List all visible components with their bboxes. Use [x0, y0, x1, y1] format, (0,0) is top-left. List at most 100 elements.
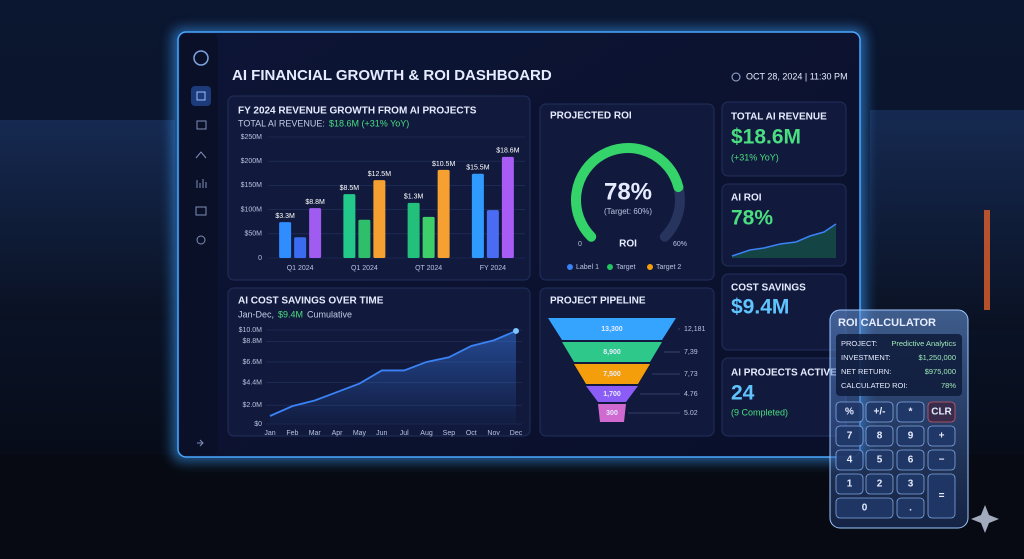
calc-key-label[interactable]: = [939, 491, 945, 502]
display-key: INVESTMENT: [841, 353, 891, 362]
datetime: OCT 28, 2024 | 11:30 PM [746, 71, 848, 81]
nav-reports[interactable] [195, 206, 207, 216]
value-annotation: $15.5M [466, 165, 490, 172]
calc-key-label[interactable]: + [939, 431, 945, 442]
y-tick-label: $0 [254, 421, 262, 428]
calc-key[interactable] [835, 401, 864, 423]
calc-key-label[interactable]: 8 [877, 431, 883, 442]
subtitle-value: $9.4M [278, 309, 303, 319]
logo [193, 50, 209, 66]
calc-key-label[interactable]: CLR [931, 407, 952, 418]
subtitle-value: $18.6M (+31% YoY) [329, 118, 409, 128]
calc-key[interactable] [865, 449, 894, 471]
bar [373, 180, 386, 258]
nav-charts[interactable] [196, 179, 207, 188]
calc-key-label[interactable]: 7 [847, 431, 853, 442]
panel-title: AI COST SAVINGS OVER TIME [238, 296, 384, 307]
calc-key-label[interactable]: * [909, 407, 913, 418]
calc-key-label[interactable]: 9 [908, 431, 914, 442]
calc-key-label[interactable]: 6 [908, 455, 914, 466]
x-tick-label: Apr [332, 430, 344, 437]
calc-key-label[interactable]: 0 [862, 503, 868, 514]
display-value: 78% [941, 381, 956, 390]
value-annotation: $8.8M [305, 199, 325, 206]
window-right [870, 110, 1024, 330]
stage-label: 8,900 [603, 349, 621, 356]
x-tick-label: Q1 2024 [351, 265, 378, 272]
stage-label: 13,300 [601, 326, 623, 333]
calc-key[interactable] [927, 401, 956, 423]
x-tick-label: Dec [510, 430, 523, 437]
gauge-max: 60% [673, 241, 687, 248]
bar [279, 222, 292, 258]
calc-key[interactable] [896, 473, 925, 495]
revenue-card [721, 101, 847, 177]
x-tick-label: Feb [286, 430, 298, 437]
calc-key-label[interactable]: 4 [847, 455, 853, 466]
y-tick-label: $2.0M [243, 402, 263, 409]
sidebar [180, 34, 218, 455]
funnel-stage [548, 318, 676, 340]
bar [486, 210, 499, 258]
gauge-target: (Target: 60%) [604, 207, 652, 216]
calc-key[interactable] [865, 425, 894, 447]
value-annotation: $1.3M [404, 194, 424, 201]
calc-key[interactable] [896, 497, 925, 519]
calc-key-label[interactable]: 5 [877, 455, 883, 466]
calc-key-label[interactable]: % [845, 407, 854, 418]
x-tick-label: Jan [264, 430, 275, 437]
calc-key[interactable] [896, 401, 925, 423]
calc-key[interactable] [865, 473, 894, 495]
nav-growth[interactable] [195, 151, 207, 159]
calc-key[interactable] [927, 473, 956, 519]
stage-label: 1,700 [603, 391, 621, 398]
roi-card [721, 183, 847, 267]
value-annotation: $10.5M [432, 161, 456, 168]
x-tick-label: FY 2024 [480, 265, 506, 272]
calc-key[interactable] [835, 425, 864, 447]
calc-key-label[interactable]: . [909, 503, 912, 514]
stage-side: 4.76 [684, 391, 698, 398]
subtitle-suffix: Cumulative [307, 309, 352, 319]
nav-wallet[interactable] [196, 120, 207, 130]
x-tick-label: Sep [443, 430, 456, 437]
calc-key-label[interactable]: 2 [877, 479, 883, 490]
value-annotation: $12.5M [368, 171, 392, 178]
legend-dot [607, 264, 613, 270]
gauge-label: ROI [619, 239, 637, 250]
card-title: AI PROJECTS ACTIVE [731, 368, 837, 379]
nav-home[interactable] [191, 86, 211, 106]
stage-label: 300 [606, 410, 618, 417]
calculator-title: ROI CALCULATOR [838, 317, 936, 329]
calc-key[interactable] [835, 473, 864, 495]
nav-logout[interactable] [197, 439, 204, 447]
calc-key-label[interactable]: − [939, 455, 945, 466]
calc-key[interactable] [927, 425, 956, 447]
nav-settings[interactable] [196, 235, 206, 245]
y-tick-label: $10.0M [239, 327, 263, 334]
funnel-stage [598, 404, 626, 422]
legend-label: Target [616, 264, 636, 271]
calc-key[interactable] [896, 425, 925, 447]
y-tick-label: $100M [241, 206, 263, 213]
display-key: CALCULATED ROI: [841, 381, 908, 390]
x-tick-label: Nov [487, 430, 500, 437]
display-key: NET RETURN: [841, 367, 891, 376]
panel-title: PROJECT PIPELINE [550, 296, 646, 307]
card-note: (+31% YoY) [731, 152, 779, 162]
calc-key[interactable] [835, 497, 894, 519]
card-note: (9 Completed) [731, 407, 788, 417]
calc-key[interactable] [927, 449, 956, 471]
calc-key-label[interactable]: 3 [908, 479, 914, 490]
value-annotation: $3.3M [275, 213, 295, 220]
calc-key-label[interactable]: +/- [874, 407, 886, 418]
stage-side: 7,39 [684, 349, 698, 356]
icon-home [196, 91, 206, 101]
calc-key[interactable] [835, 449, 864, 471]
calc-key[interactable] [865, 401, 894, 423]
clock-icon [731, 72, 741, 82]
calc-key-label[interactable]: 1 [847, 479, 853, 490]
calc-key[interactable] [896, 449, 925, 471]
